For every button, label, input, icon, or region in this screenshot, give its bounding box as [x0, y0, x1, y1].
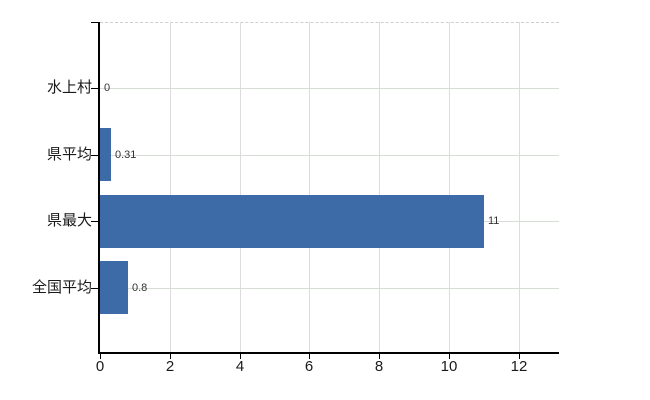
- gridline-vertical: [309, 22, 310, 352]
- gridline-vertical: [449, 22, 450, 352]
- y-tick: [91, 22, 98, 23]
- category-label: 県平均: [46, 146, 92, 163]
- x-tick-label: 6: [304, 358, 314, 375]
- x-tick: [379, 354, 380, 359]
- gridline-horizontal: [100, 155, 559, 156]
- gridline-vertical: [519, 22, 520, 352]
- y-axis-line: [98, 22, 100, 354]
- y-tick: [91, 155, 98, 156]
- bar: [100, 128, 111, 181]
- y-tick: [91, 221, 98, 222]
- plot-top-border: [100, 22, 559, 23]
- bar: [100, 195, 484, 248]
- x-tick: [100, 354, 101, 359]
- bar-value-label: 0: [104, 82, 111, 94]
- category-label: 全国平均: [31, 279, 92, 296]
- x-tick-label: 12: [510, 358, 528, 375]
- gridline-horizontal: [100, 288, 559, 289]
- x-tick: [170, 354, 171, 359]
- bar-value-label: 11: [488, 215, 500, 227]
- x-tick-label: 4: [235, 358, 245, 375]
- x-tick: [519, 354, 520, 359]
- bar: [100, 261, 128, 314]
- x-tick-label: 10: [440, 358, 458, 375]
- gridline-horizontal: [100, 88, 559, 89]
- x-tick: [309, 354, 310, 359]
- x-tick-label: 0: [95, 358, 105, 375]
- x-tick-label: 8: [374, 358, 384, 375]
- gridline-vertical: [240, 22, 241, 352]
- gridline-vertical: [170, 22, 171, 352]
- category-label: 県最大: [46, 212, 92, 229]
- x-tick: [449, 354, 450, 359]
- y-tick: [91, 288, 98, 289]
- category-label: 水上村: [46, 79, 92, 96]
- y-tick: [91, 88, 98, 89]
- bar-value-label: 0.31: [115, 149, 137, 161]
- bar-value-label: 0.8: [132, 282, 148, 294]
- x-tick: [240, 354, 241, 359]
- x-axis-line: [98, 352, 559, 354]
- x-tick-label: 2: [165, 358, 175, 375]
- gridline-vertical: [379, 22, 380, 352]
